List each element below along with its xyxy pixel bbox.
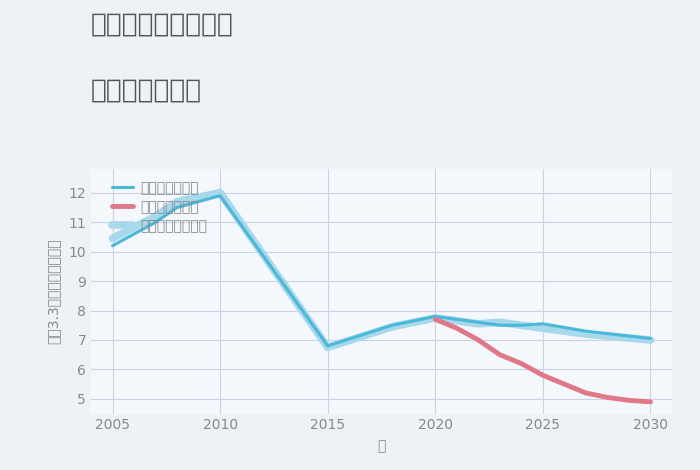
グッドシナリオ (431, 313, 440, 319)
ノーマルシナリオ (453, 318, 461, 324)
グッドシナリオ (216, 193, 224, 198)
Line: バッドシナリオ: バッドシナリオ (435, 320, 650, 402)
ノーマルシナリオ (496, 320, 504, 325)
Y-axis label: 坪（3.3㎡）単価（万円）: 坪（3.3㎡）単価（万円） (46, 239, 60, 344)
バッドシナリオ (539, 373, 547, 378)
Line: グッドシナリオ: グッドシナリオ (113, 196, 650, 346)
グッドシナリオ (453, 317, 461, 322)
バッドシナリオ (453, 325, 461, 331)
バッドシナリオ (517, 360, 526, 366)
バッドシナリオ (474, 337, 482, 343)
グッドシナリオ (388, 322, 396, 328)
ノーマルシナリオ (388, 324, 396, 329)
Legend: グッドシナリオ, バッドシナリオ, ノーマルシナリオ: グッドシナリオ, バッドシナリオ, ノーマルシナリオ (110, 179, 210, 236)
グッドシナリオ (646, 336, 654, 341)
Line: ノーマルシナリオ: ノーマルシナリオ (113, 193, 650, 347)
グッドシナリオ (108, 243, 117, 249)
ノーマルシナリオ (474, 321, 482, 327)
ノーマルシナリオ (323, 345, 332, 350)
グッドシナリオ (582, 329, 590, 334)
Text: 土地の価格推移: 土地の価格推移 (91, 78, 202, 103)
Text: 福岡県直方市新町の: 福岡県直方市新町の (91, 12, 234, 38)
バッドシナリオ (431, 317, 440, 322)
グッドシナリオ (517, 322, 526, 328)
バッドシナリオ (496, 352, 504, 358)
バッドシナリオ (582, 390, 590, 396)
ノーマルシナリオ (582, 331, 590, 337)
バッドシナリオ (646, 399, 654, 405)
グッドシナリオ (496, 322, 504, 328)
グッドシナリオ (323, 343, 332, 349)
グッドシナリオ (474, 320, 482, 325)
グッドシナリオ (173, 204, 181, 210)
バッドシナリオ (603, 395, 612, 400)
バッドシナリオ (625, 398, 634, 403)
グッドシナリオ (539, 321, 547, 327)
バッドシナリオ (560, 381, 568, 387)
グッドシナリオ (151, 219, 160, 225)
ノーマルシナリオ (151, 213, 160, 219)
ノーマルシナリオ (216, 190, 224, 196)
X-axis label: 年: 年 (377, 439, 386, 454)
ノーマルシナリオ (539, 325, 547, 331)
ノーマルシナリオ (431, 315, 440, 321)
ノーマルシナリオ (517, 322, 526, 328)
ノーマルシナリオ (108, 235, 117, 241)
ノーマルシナリオ (646, 337, 654, 343)
ノーマルシナリオ (173, 199, 181, 204)
